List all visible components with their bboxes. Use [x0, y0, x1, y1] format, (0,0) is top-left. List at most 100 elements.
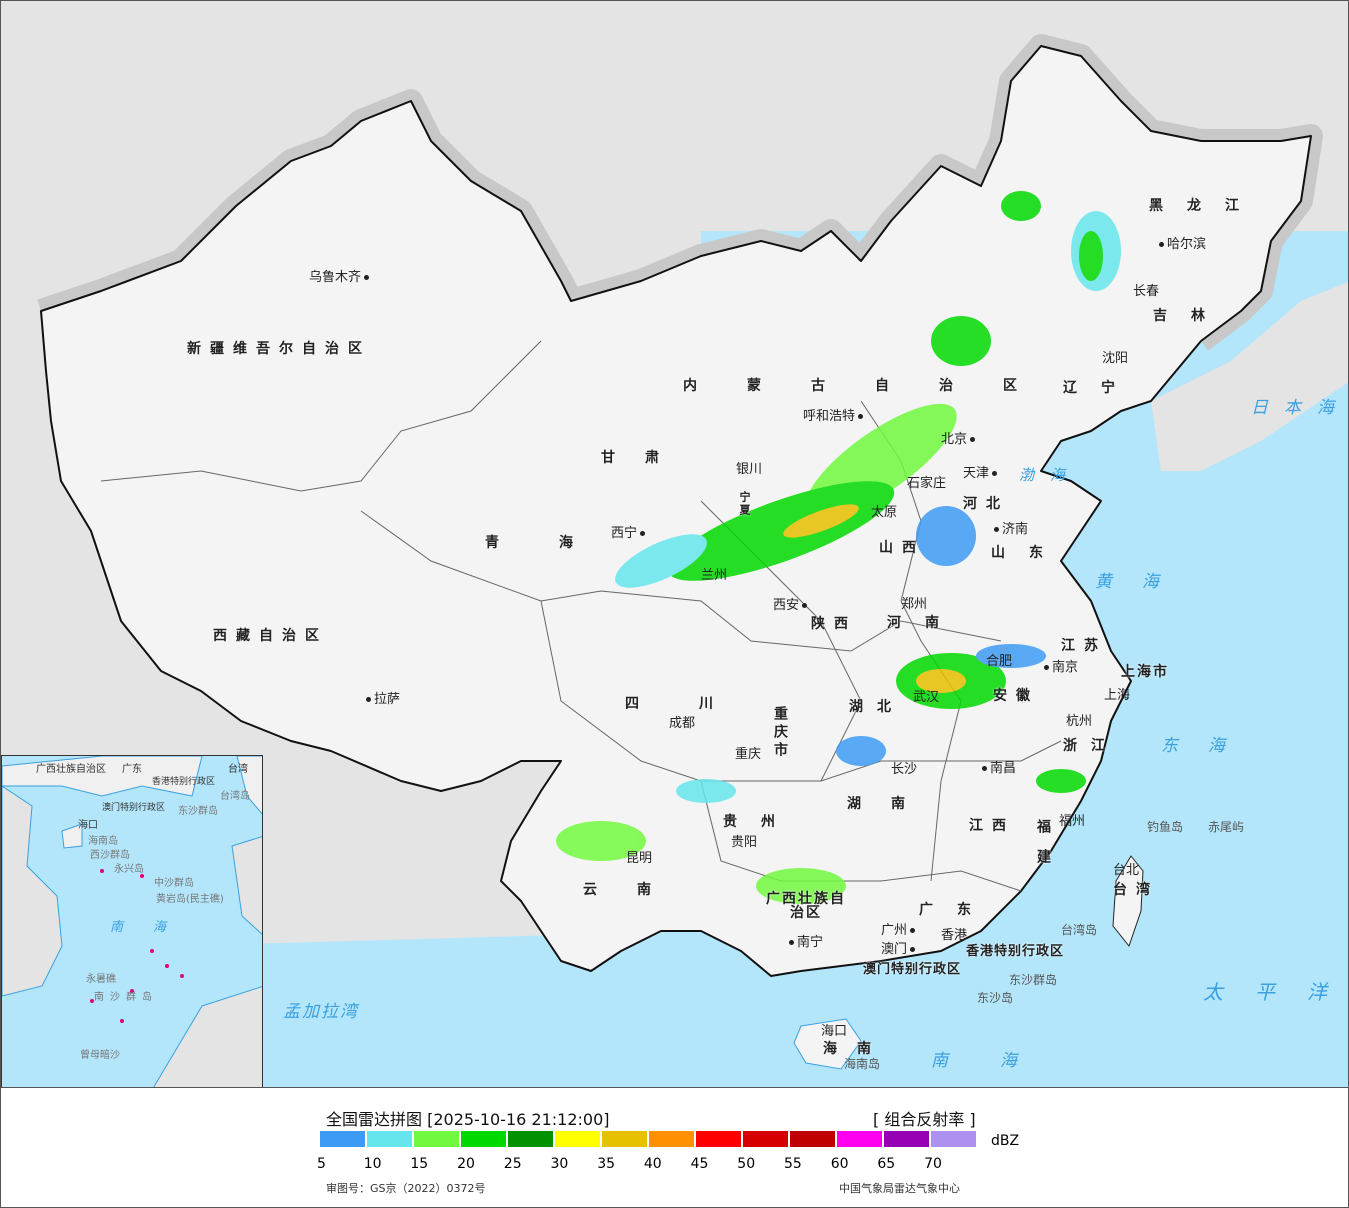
scale-tick: 25: [503, 1156, 522, 1172]
color-swatch: [884, 1131, 929, 1147]
city-label: 西安: [773, 599, 810, 612]
sea-label: 南海: [931, 1051, 1069, 1071]
province-label: 山东: [991, 545, 1067, 561]
scale-tick: 10: [363, 1156, 382, 1172]
city-label: 天津: [963, 467, 1000, 480]
inset-label: 永暑礁: [86, 974, 116, 985]
inset-label: 澳门特别行政区: [102, 803, 166, 813]
inset-label: 永兴岛: [114, 864, 144, 875]
inset-label: 台湾: [228, 764, 248, 775]
source-label: 中国气象局雷达气象中心: [839, 1182, 960, 1195]
radar-echoes: [556, 191, 1121, 904]
city-label: 西宁: [611, 527, 648, 540]
province-label: 福建: [1035, 819, 1051, 879]
province-label: 广西壮族自治区: [766, 891, 846, 921]
province-label: 吉林: [1153, 308, 1229, 324]
inset-label: 西沙群岛: [90, 850, 130, 861]
hainan-island: [793, 1018, 862, 1070]
color-swatch: [649, 1131, 694, 1147]
province-label: 江苏: [1061, 638, 1107, 654]
sea-label: 黄海: [1095, 572, 1189, 592]
province-label: 安徽: [993, 688, 1039, 704]
color-swatch: [461, 1131, 506, 1147]
sea-label: 东海: [1161, 736, 1255, 756]
province-label: 云南: [583, 882, 691, 898]
province-label: 山西: [879, 540, 925, 556]
city-label: 杭州: [1066, 714, 1093, 729]
province-label: 湖北: [849, 699, 905, 715]
province-label: 贵州: [723, 814, 799, 830]
scale-tick: 15: [410, 1156, 429, 1172]
color-swatch: [837, 1131, 882, 1147]
province-label: 甘肃: [601, 450, 689, 466]
city-label: 海口: [821, 1024, 848, 1039]
inset-label: 香港特别行政区: [152, 777, 216, 787]
inset-graphic: [2, 756, 262, 1087]
inset-label: 东沙群岛: [178, 806, 218, 817]
scale-tick: 65: [877, 1156, 896, 1172]
legend-panel: 全国雷达拼图 [2025-10-16 21:12:00] [ 组合反射率 ] d…: [0, 1088, 1349, 1208]
inset-label: 海南岛: [88, 836, 118, 847]
province-label: 澳门特别行政区: [863, 962, 962, 977]
sea-label: 日本海: [1251, 398, 1349, 418]
city-label: 长沙: [891, 762, 918, 777]
land-east-asia: [1151, 281, 1348, 471]
city-label: 银川: [736, 462, 763, 477]
island-label: 东沙群岛: [1009, 973, 1058, 987]
province-label: 四川: [625, 696, 773, 712]
color-swatch: [696, 1131, 741, 1147]
province-label: 河北: [963, 496, 1009, 512]
city-label: 南京: [1041, 661, 1078, 674]
color-swatch: [743, 1131, 788, 1147]
inset-label: 曾母暗沙: [80, 1050, 120, 1061]
city-label: 石家庄: [907, 476, 947, 491]
province-label: 海南: [823, 1041, 891, 1057]
inset-label: 南沙群岛: [94, 992, 158, 1003]
city-label: 呼和浩特: [803, 410, 866, 423]
province-label: 宁夏: [738, 491, 751, 517]
province-label: 台湾: [1113, 882, 1159, 898]
province-label: 青海: [485, 535, 633, 551]
taiwan-island: [1112, 855, 1144, 948]
city-label: 太原: [871, 505, 898, 520]
city-label: 南昌: [979, 762, 1016, 775]
inset-label: 台湾岛: [220, 791, 250, 802]
scale-tick: 20: [457, 1156, 475, 1172]
radar-map[interactable]: 乌鲁木齐 拉萨 西宁 银川 兰州 呼和浩特 北京 天津 石家庄 太原 济南 郑州…: [0, 0, 1349, 1088]
scale-tick: 60: [830, 1156, 849, 1172]
inset-label: 中沙群岛: [154, 878, 194, 889]
city-label: 长春: [1133, 284, 1160, 299]
city-label: 乌鲁木齐: [309, 271, 372, 284]
color-swatch: [790, 1131, 835, 1147]
scale-tick: 40: [643, 1156, 662, 1172]
approval-number: 审图号：GS京（2022）0372号: [326, 1182, 486, 1195]
city-label: 昆明: [626, 851, 653, 866]
scale-tick: 70: [924, 1156, 942, 1172]
scale-tick: 45: [690, 1156, 709, 1172]
province-label: 浙江: [1063, 738, 1119, 754]
city-label: 成都: [669, 716, 696, 731]
island-label: 钓鱼岛: [1147, 820, 1184, 834]
city-label: 南宁: [786, 936, 823, 949]
color-swatch: [555, 1131, 600, 1147]
color-swatch: [320, 1131, 365, 1147]
south-china-sea-inset: 广西壮族自治区 广东 台湾 香港特别行政区 澳门特别行政区 东沙群岛 西沙群岛 …: [1, 755, 263, 1087]
inset-label: 南海: [110, 920, 197, 935]
city-label: 兰州: [701, 568, 728, 583]
city-label: 济南: [991, 523, 1028, 536]
city-label: 台北: [1113, 863, 1140, 878]
color-swatch: [931, 1131, 976, 1147]
city-label: 香港: [941, 928, 968, 943]
unit-label: dBZ: [991, 1133, 1020, 1149]
island-label: 赤尾屿: [1208, 820, 1245, 834]
scale-tick: 30: [550, 1156, 569, 1172]
city-label: 合肥: [986, 654, 1013, 669]
color-swatch: [367, 1131, 412, 1147]
sea-label: 太平洋: [1203, 980, 1349, 1004]
city-label: 上海: [1104, 688, 1131, 703]
province-label: 广东: [919, 902, 995, 918]
province-label: 辽宁: [1063, 380, 1139, 396]
province-label: 新疆维吾尔自治区: [187, 341, 371, 357]
color-swatch: [508, 1131, 553, 1147]
scale-tick: 35: [597, 1156, 616, 1172]
